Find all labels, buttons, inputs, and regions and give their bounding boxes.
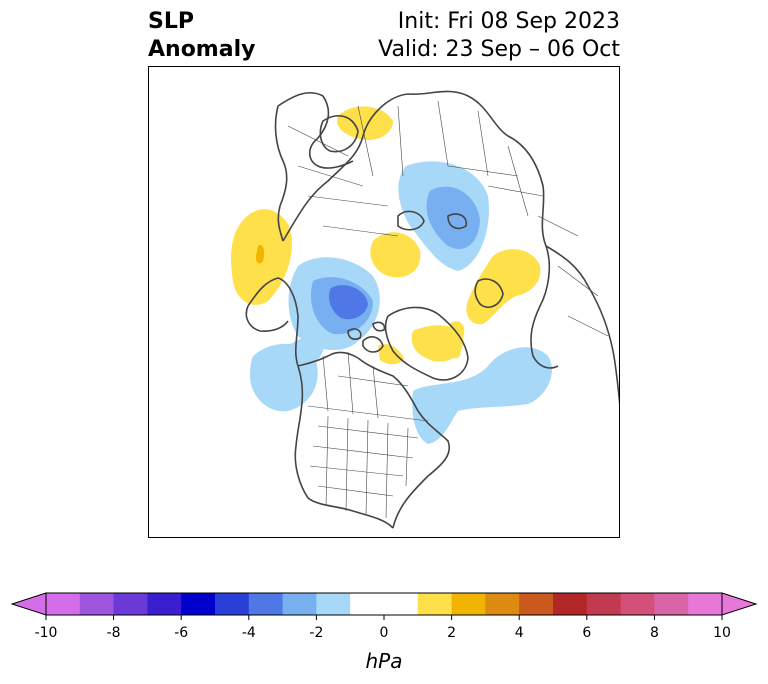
colorbar-tick-label: -2 [309, 625, 323, 641]
coast-east-asia [545, 245, 620, 407]
colorbar-segment [553, 593, 588, 615]
colorbar-ticks: -10 -8 -6 -4 -2 0 2 4 6 8 10 [35, 615, 731, 641]
colorbar-extend-max [721, 592, 758, 616]
colorbar-tick-label: -10 [35, 625, 58, 641]
colorbar: -10 -8 -6 -4 -2 0 2 4 6 8 10 hPa [10, 592, 758, 673]
high-arctic-1 [370, 232, 421, 278]
colorbar-segment [417, 593, 453, 615]
colorbar-segment [113, 593, 148, 615]
coast-north-america [294, 351, 450, 529]
colorbar-tick-label: 6 [582, 625, 591, 641]
colorbar-segment [688, 593, 723, 615]
high-pacific-core [255, 245, 265, 264]
colorbar-tick-label: -8 [107, 625, 121, 641]
borders [287, 100, 609, 519]
title-field: SLP [148, 9, 194, 34]
colorbar-tick-label: 0 [380, 625, 389, 641]
init-date: Init: Fri 08 Sep 2023 [397, 9, 620, 34]
high-greenland-strip [448, 321, 465, 359]
coastlines [245, 90, 620, 529]
colorbar-tick-label: 4 [515, 625, 524, 641]
colorbar-segment [620, 593, 655, 615]
colorbar-segment [147, 593, 182, 615]
colorbar-tick-label: 10 [713, 625, 731, 641]
colorbar-segment [586, 593, 622, 615]
colorbar-segment [316, 593, 351, 615]
coast-europe [274, 91, 354, 242]
border-canada-provinces [322, 351, 409, 419]
coast-siberia-islands [397, 210, 468, 231]
coast-scandinavia [319, 115, 359, 153]
colorbar-extend-min [10, 592, 47, 616]
low-siberia-core [426, 186, 480, 249]
coast-greenland [384, 306, 469, 381]
colorbar-segment [181, 593, 216, 615]
map-panel [148, 66, 620, 538]
valid-range: Valid: 23 Sep – 06 Oct [378, 37, 620, 62]
positive-anomalies [231, 106, 541, 365]
colorbar-segment [248, 593, 284, 615]
border-eurasia [287, 100, 609, 337]
colorbar-segment [215, 593, 250, 615]
colorbar-segment [654, 593, 689, 615]
coast-kamchatka [474, 278, 504, 308]
colorbar-segment [384, 593, 419, 615]
title-field-2: Anomaly [148, 37, 256, 62]
colorbar-segment [350, 593, 385, 615]
colorbar-segment [282, 593, 317, 615]
title-left: SLP Anomaly [148, 8, 255, 64]
coast-eurasia [282, 90, 559, 369]
colorbar-tick-label: -6 [174, 625, 188, 641]
colorbar-tick-label: -4 [242, 625, 256, 641]
colorbar-segment [519, 593, 554, 615]
map-frame [148, 66, 620, 538]
colorbar-segment [79, 593, 115, 615]
low-canada-core [329, 285, 368, 320]
low-atlantic [412, 347, 552, 444]
colorbar-tick-label: 2 [447, 625, 456, 641]
coast-alaska [245, 277, 299, 367]
border-us-states [309, 415, 419, 519]
colorbar-segment [485, 593, 520, 615]
negative-anomalies [250, 161, 552, 444]
high-scandinavia [337, 106, 393, 141]
title-right: Init: Fri 08 Sep 2023 Valid: 23 Sep – 06… [378, 8, 620, 64]
high-east-siberia [466, 249, 541, 325]
colorbar-tick-label: 8 [650, 625, 659, 641]
map-background [148, 66, 620, 538]
colorbar-segments [10, 592, 758, 616]
colorbar-segment [451, 593, 486, 615]
coast-arctic-islands [347, 321, 386, 353]
colorbar-units: hPa [366, 649, 403, 673]
high-hudson-strait [378, 344, 404, 365]
colorbar-segment [46, 593, 81, 615]
